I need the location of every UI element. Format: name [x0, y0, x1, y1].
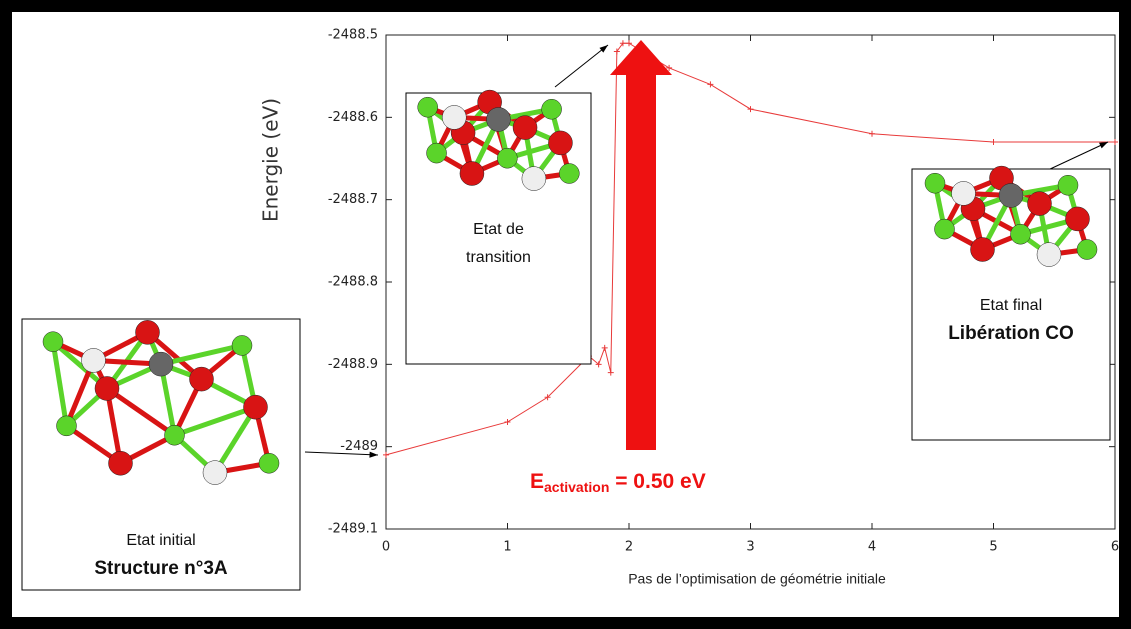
molecule: [924, 165, 1098, 267]
pointer-arrow: [304, 451, 379, 456]
point-marker: [607, 369, 614, 376]
pointer-head: [369, 451, 378, 458]
atom: [231, 335, 253, 356]
point-marker: [666, 64, 673, 71]
label-part: = 0.50 eV: [609, 470, 705, 493]
atom: [486, 107, 511, 132]
molecule: [417, 89, 580, 191]
activation-arrow: [610, 40, 672, 450]
inset-label: Etat final: [980, 297, 1042, 314]
bond: [104, 388, 123, 464]
atom: [970, 237, 995, 262]
bond: [105, 386, 176, 438]
activation-label: Eactivation = 0.50 eV: [530, 470, 706, 495]
pointer-head: [599, 45, 608, 53]
x-axis-label: Pas de l’optimisation de géométrie initi…: [628, 571, 886, 587]
atom: [459, 161, 485, 186]
atom: [442, 105, 467, 130]
x-tick-label: 0: [382, 540, 390, 555]
point-marker: [383, 451, 389, 458]
atom: [42, 331, 64, 352]
point-marker: [619, 40, 626, 47]
bond: [50, 341, 69, 427]
y-tick-label: -2488.9: [328, 357, 378, 372]
atom: [108, 451, 133, 476]
x-tick-label: 4: [868, 540, 876, 555]
atom: [497, 147, 518, 169]
inset-label: transition: [466, 249, 531, 266]
y-tick-label: -2489.1: [328, 522, 378, 537]
atom: [951, 181, 976, 206]
y-tick-label: -2488.8: [328, 275, 378, 290]
x-tick-label: 3: [746, 540, 754, 555]
atom: [189, 366, 214, 392]
inset-label: Structure n°3A: [94, 558, 228, 579]
label-part: activation: [544, 479, 609, 495]
atom: [1027, 191, 1052, 216]
atom: [164, 424, 185, 446]
atom: [94, 376, 120, 401]
point-marker: [626, 40, 632, 47]
point-marker: [707, 81, 714, 88]
atom: [243, 394, 268, 420]
x-tick-label: 5: [989, 540, 997, 555]
y-tick-label: -2489: [340, 439, 378, 454]
atom: [1010, 223, 1031, 245]
atom: [541, 98, 562, 120]
x-tick-label: 2: [625, 540, 633, 555]
y-tick-label: -2488.6: [328, 110, 378, 125]
atom: [1036, 242, 1062, 267]
point-marker: [601, 344, 608, 351]
molecule: [42, 320, 280, 485]
inset-label: Etat initial: [126, 532, 195, 549]
point-marker: [595, 361, 602, 368]
atom: [1065, 206, 1090, 232]
bond: [212, 405, 258, 474]
atom: [56, 415, 77, 437]
atom: [202, 460, 228, 485]
point-marker: [613, 48, 620, 55]
label-part: E: [530, 470, 544, 493]
atom: [521, 166, 547, 191]
point-marker: [747, 106, 754, 113]
atom: [426, 142, 447, 164]
atom: [417, 96, 438, 118]
point-marker: [504, 418, 511, 425]
atom: [548, 130, 573, 156]
atom: [559, 163, 580, 184]
bond: [160, 343, 243, 367]
point-marker: [544, 394, 551, 401]
atom: [258, 453, 280, 474]
atom: [512, 115, 538, 140]
y-axis-label: Energie (eV): [259, 98, 283, 222]
inset-label: Etat de: [473, 221, 524, 238]
y-tick-label: -2488.5: [328, 28, 378, 43]
atom: [924, 172, 946, 194]
atom: [934, 218, 955, 240]
pointer-arrow: [1047, 141, 1109, 171]
y-tick-label: -2488.7: [328, 192, 378, 207]
atom: [1076, 239, 1098, 260]
pointer-head: [1099, 142, 1108, 149]
inset-label: Libération CO: [948, 323, 1074, 344]
pointer-arrow: [554, 44, 609, 88]
x-tick-label: 1: [503, 540, 511, 555]
atom: [81, 348, 106, 373]
point-marker: [990, 139, 997, 146]
atom: [135, 320, 160, 345]
data-line: [385, 42, 1115, 456]
point-marker: [1112, 139, 1118, 146]
point-marker: [869, 130, 875, 137]
atom: [1057, 174, 1079, 196]
atom: [148, 351, 174, 377]
bond: [173, 404, 257, 438]
x-tick-label: 6: [1111, 540, 1119, 555]
atom: [998, 183, 1024, 208]
